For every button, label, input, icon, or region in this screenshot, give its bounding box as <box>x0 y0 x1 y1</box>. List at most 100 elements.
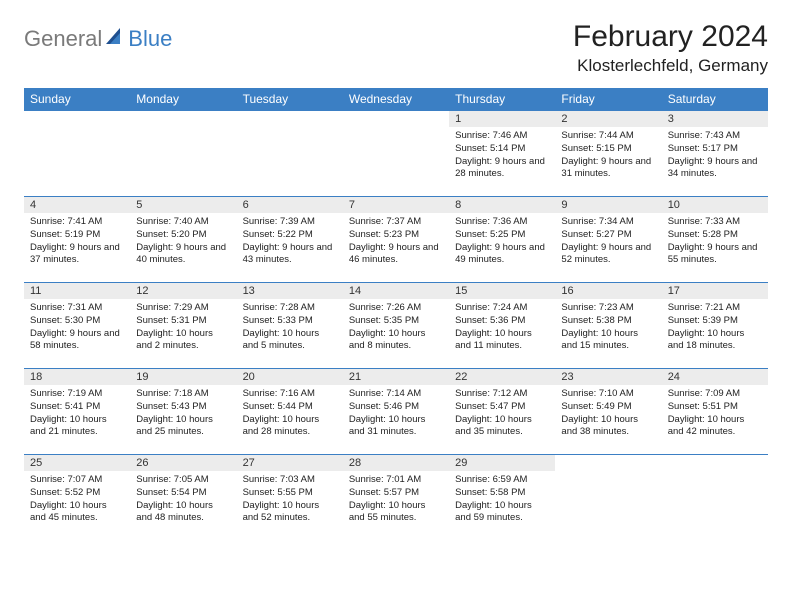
calendar-cell: 9Sunrise: 7:34 AMSunset: 5:27 PMDaylight… <box>555 197 661 283</box>
logo: General Blue <box>24 26 172 52</box>
sunset-line: Sunset: 5:22 PM <box>243 229 337 242</box>
day-number: 26 <box>130 455 236 471</box>
daylight-line: Daylight: 9 hours and 55 minutes. <box>668 242 762 268</box>
day-number: 17 <box>662 283 768 299</box>
day-number: 6 <box>237 197 343 213</box>
sunrise-line: Sunrise: 7:31 AM <box>30 302 124 315</box>
sunset-line: Sunset: 5:33 PM <box>243 315 337 328</box>
sunset-line: Sunset: 5:28 PM <box>668 229 762 242</box>
daylight-line: Daylight: 10 hours and 5 minutes. <box>243 328 337 354</box>
sunset-line: Sunset: 5:52 PM <box>30 487 124 500</box>
sunrise-line: Sunrise: 7:44 AM <box>561 130 655 143</box>
calendar-row: 4Sunrise: 7:41 AMSunset: 5:19 PMDaylight… <box>24 197 768 283</box>
sunset-line: Sunset: 5:54 PM <box>136 487 230 500</box>
day-number: 12 <box>130 283 236 299</box>
sunset-line: Sunset: 5:20 PM <box>136 229 230 242</box>
calendar-cell: 6Sunrise: 7:39 AMSunset: 5:22 PMDaylight… <box>237 197 343 283</box>
sunrise-line: Sunrise: 7:12 AM <box>455 388 549 401</box>
calendar-cell: 26Sunrise: 7:05 AMSunset: 5:54 PMDayligh… <box>130 455 236 541</box>
calendar-cell: 8Sunrise: 7:36 AMSunset: 5:25 PMDaylight… <box>449 197 555 283</box>
calendar-cell-empty <box>24 111 130 197</box>
logo-sail-icon <box>106 28 126 51</box>
day-number: 25 <box>24 455 130 471</box>
daylight-line: Daylight: 9 hours and 31 minutes. <box>561 156 655 182</box>
daylight-line: Daylight: 10 hours and 55 minutes. <box>349 500 443 526</box>
sunrise-line: Sunrise: 7:40 AM <box>136 216 230 229</box>
daylight-line: Daylight: 10 hours and 18 minutes. <box>668 328 762 354</box>
sunrise-line: Sunrise: 7:14 AM <box>349 388 443 401</box>
daylight-line: Daylight: 10 hours and 21 minutes. <box>30 414 124 440</box>
calendar-cell-empty <box>130 111 236 197</box>
day-number: 4 <box>24 197 130 213</box>
day-body: Sunrise: 7:24 AMSunset: 5:36 PMDaylight:… <box>449 299 555 357</box>
sunrise-line: Sunrise: 7:07 AM <box>30 474 124 487</box>
calendar-cell: 11Sunrise: 7:31 AMSunset: 5:30 PMDayligh… <box>24 283 130 369</box>
page-title: February 2024 <box>573 20 768 54</box>
calendar-cell-empty <box>555 455 661 541</box>
calendar-cell: 27Sunrise: 7:03 AMSunset: 5:55 PMDayligh… <box>237 455 343 541</box>
sunrise-line: Sunrise: 6:59 AM <box>455 474 549 487</box>
calendar-cell: 13Sunrise: 7:28 AMSunset: 5:33 PMDayligh… <box>237 283 343 369</box>
calendar-cell: 14Sunrise: 7:26 AMSunset: 5:35 PMDayligh… <box>343 283 449 369</box>
sunset-line: Sunset: 5:39 PM <box>668 315 762 328</box>
calendar-cell: 16Sunrise: 7:23 AMSunset: 5:38 PMDayligh… <box>555 283 661 369</box>
day-body: Sunrise: 7:43 AMSunset: 5:17 PMDaylight:… <box>662 127 768 185</box>
daylight-line: Daylight: 10 hours and 2 minutes. <box>136 328 230 354</box>
calendar-cell: 7Sunrise: 7:37 AMSunset: 5:23 PMDaylight… <box>343 197 449 283</box>
sunset-line: Sunset: 5:43 PM <box>136 401 230 414</box>
sunset-line: Sunset: 5:25 PM <box>455 229 549 242</box>
day-body: Sunrise: 7:36 AMSunset: 5:25 PMDaylight:… <box>449 213 555 271</box>
weekday-header: Saturday <box>662 88 768 111</box>
sunset-line: Sunset: 5:44 PM <box>243 401 337 414</box>
sunset-line: Sunset: 5:57 PM <box>349 487 443 500</box>
sunrise-line: Sunrise: 7:01 AM <box>349 474 443 487</box>
day-number: 18 <box>24 369 130 385</box>
daylight-line: Daylight: 9 hours and 28 minutes. <box>455 156 549 182</box>
day-number: 10 <box>662 197 768 213</box>
daylight-line: Daylight: 10 hours and 25 minutes. <box>136 414 230 440</box>
calendar-cell: 22Sunrise: 7:12 AMSunset: 5:47 PMDayligh… <box>449 369 555 455</box>
sunrise-line: Sunrise: 7:24 AM <box>455 302 549 315</box>
sunrise-line: Sunrise: 7:23 AM <box>561 302 655 315</box>
calendar-cell: 25Sunrise: 7:07 AMSunset: 5:52 PMDayligh… <box>24 455 130 541</box>
sunrise-line: Sunrise: 7:29 AM <box>136 302 230 315</box>
day-body: Sunrise: 7:16 AMSunset: 5:44 PMDaylight:… <box>237 385 343 443</box>
logo-text-general: General <box>24 26 102 52</box>
sunset-line: Sunset: 5:36 PM <box>455 315 549 328</box>
sunrise-line: Sunrise: 7:39 AM <box>243 216 337 229</box>
sunset-line: Sunset: 5:41 PM <box>30 401 124 414</box>
day-body: Sunrise: 7:31 AMSunset: 5:30 PMDaylight:… <box>24 299 130 357</box>
sunset-line: Sunset: 5:55 PM <box>243 487 337 500</box>
day-body: Sunrise: 7:26 AMSunset: 5:35 PMDaylight:… <box>343 299 449 357</box>
day-number: 14 <box>343 283 449 299</box>
calendar-cell: 1Sunrise: 7:46 AMSunset: 5:14 PMDaylight… <box>449 111 555 197</box>
day-body: Sunrise: 7:14 AMSunset: 5:46 PMDaylight:… <box>343 385 449 443</box>
day-body: Sunrise: 7:05 AMSunset: 5:54 PMDaylight:… <box>130 471 236 529</box>
daylight-line: Daylight: 9 hours and 49 minutes. <box>455 242 549 268</box>
calendar-cell: 23Sunrise: 7:10 AMSunset: 5:49 PMDayligh… <box>555 369 661 455</box>
calendar-cell: 19Sunrise: 7:18 AMSunset: 5:43 PMDayligh… <box>130 369 236 455</box>
calendar-cell: 17Sunrise: 7:21 AMSunset: 5:39 PMDayligh… <box>662 283 768 369</box>
daylight-line: Daylight: 9 hours and 52 minutes. <box>561 242 655 268</box>
day-body: Sunrise: 7:46 AMSunset: 5:14 PMDaylight:… <box>449 127 555 185</box>
day-number: 9 <box>555 197 661 213</box>
calendar-cell-empty <box>662 455 768 541</box>
day-number: 11 <box>24 283 130 299</box>
sunrise-line: Sunrise: 7:26 AM <box>349 302 443 315</box>
sunrise-line: Sunrise: 7:03 AM <box>243 474 337 487</box>
calendar-cell: 24Sunrise: 7:09 AMSunset: 5:51 PMDayligh… <box>662 369 768 455</box>
day-body: Sunrise: 7:37 AMSunset: 5:23 PMDaylight:… <box>343 213 449 271</box>
calendar-row: 11Sunrise: 7:31 AMSunset: 5:30 PMDayligh… <box>24 283 768 369</box>
calendar-cell: 28Sunrise: 7:01 AMSunset: 5:57 PMDayligh… <box>343 455 449 541</box>
daylight-line: Daylight: 9 hours and 40 minutes. <box>136 242 230 268</box>
calendar-row: 1Sunrise: 7:46 AMSunset: 5:14 PMDaylight… <box>24 111 768 197</box>
day-number: 15 <box>449 283 555 299</box>
daylight-line: Daylight: 10 hours and 8 minutes. <box>349 328 443 354</box>
sunset-line: Sunset: 5:46 PM <box>349 401 443 414</box>
sunrise-line: Sunrise: 7:46 AM <box>455 130 549 143</box>
calendar-cell: 4Sunrise: 7:41 AMSunset: 5:19 PMDaylight… <box>24 197 130 283</box>
sunrise-line: Sunrise: 7:19 AM <box>30 388 124 401</box>
day-number: 5 <box>130 197 236 213</box>
day-body: Sunrise: 7:23 AMSunset: 5:38 PMDaylight:… <box>555 299 661 357</box>
day-body: Sunrise: 6:59 AMSunset: 5:58 PMDaylight:… <box>449 471 555 529</box>
